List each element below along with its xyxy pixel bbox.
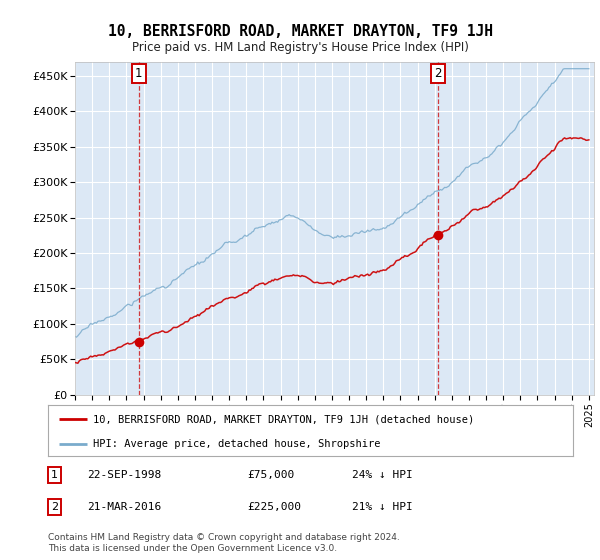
Text: 1: 1 [135,67,142,80]
Text: 2: 2 [51,502,58,512]
Text: 21-MAR-2016: 21-MAR-2016 [88,502,161,512]
Text: 10, BERRISFORD ROAD, MARKET DRAYTON, TF9 1JH (detached house): 10, BERRISFORD ROAD, MARKET DRAYTON, TF9… [92,414,474,424]
Text: 22-SEP-1998: 22-SEP-1998 [88,470,161,480]
Text: 10, BERRISFORD ROAD, MARKET DRAYTON, TF9 1JH: 10, BERRISFORD ROAD, MARKET DRAYTON, TF9… [107,24,493,39]
Text: £225,000: £225,000 [248,502,302,512]
Text: 24% ↓ HPI: 24% ↓ HPI [353,470,413,480]
Text: 1: 1 [51,470,58,480]
Text: Price paid vs. HM Land Registry's House Price Index (HPI): Price paid vs. HM Land Registry's House … [131,41,469,54]
Text: Contains HM Land Registry data © Crown copyright and database right 2024.
This d: Contains HM Land Registry data © Crown c… [48,533,400,553]
Text: 2: 2 [434,67,442,80]
Text: HPI: Average price, detached house, Shropshire: HPI: Average price, detached house, Shro… [92,438,380,449]
Text: £75,000: £75,000 [248,470,295,480]
Text: 21% ↓ HPI: 21% ↓ HPI [353,502,413,512]
